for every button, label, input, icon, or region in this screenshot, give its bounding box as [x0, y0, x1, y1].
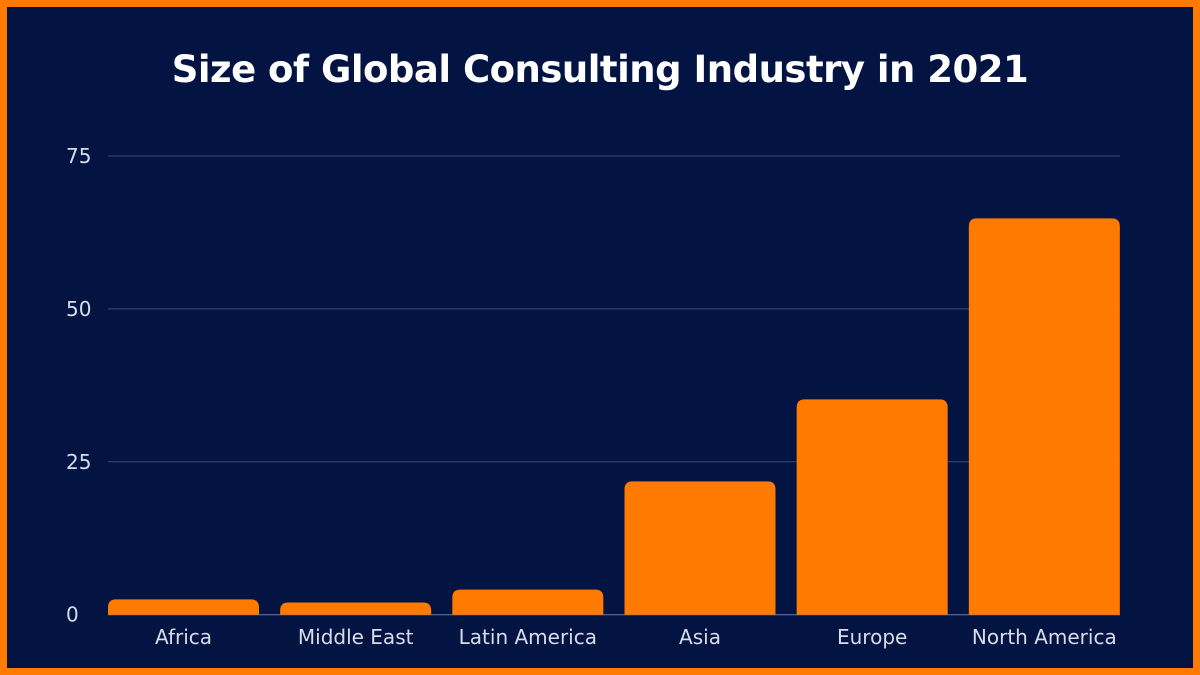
- bar-africa: [108, 599, 259, 615]
- x-tick-label: Africa: [155, 625, 212, 649]
- y-tick-label: 0: [66, 603, 79, 627]
- x-tick-label: Europe: [837, 625, 907, 649]
- chart-title: Size of Global Consulting Industry in 20…: [171, 48, 1029, 91]
- bar-asia: [624, 481, 776, 615]
- y-tick-label: 50: [66, 297, 91, 321]
- y-tick-label: 25: [66, 450, 91, 474]
- x-tick-label: Middle East: [298, 625, 414, 649]
- bar-europe: [796, 399, 948, 615]
- bar-middle-east: [280, 602, 432, 615]
- x-tick-label: North America: [972, 625, 1117, 649]
- x-tick-label: Latin America: [459, 625, 597, 649]
- bar-latin-america: [452, 589, 604, 615]
- y-tick-label: 75: [66, 144, 91, 168]
- bar-north-america: [968, 218, 1120, 615]
- x-tick-label: Asia: [679, 625, 721, 649]
